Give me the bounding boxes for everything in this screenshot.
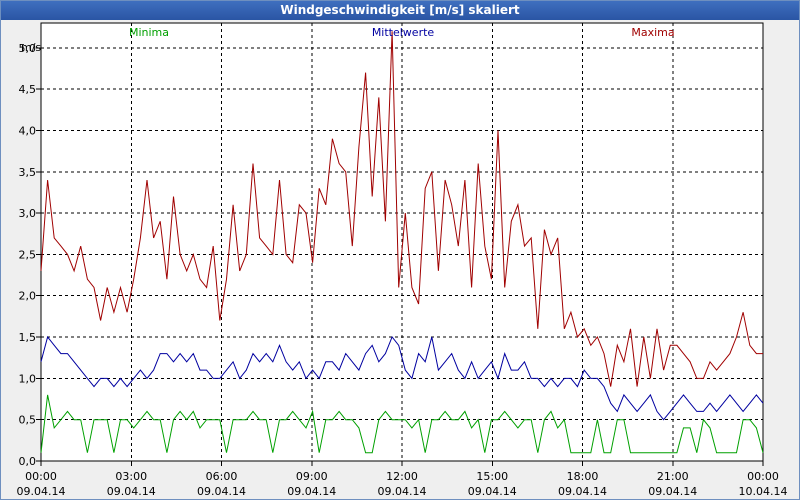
series-line-maxima [40, 31, 763, 387]
x-tick-date: 09.04.14 [468, 485, 517, 498]
y-tick-label: 5,0 [19, 42, 37, 55]
series-lines [40, 31, 764, 454]
x-tick-time: 03:00 [115, 470, 147, 483]
x-tick-date: 09.04.14 [107, 485, 156, 498]
y-tick-label: 1,5 [19, 331, 37, 344]
y-tick-label: 0,5 [19, 414, 37, 427]
x-axis: 00:00 09.04.14 03:00 09.04.14 06:00 09.04.14 0… [17, 461, 788, 498]
x-tick-time: 21:00 [657, 470, 689, 483]
legend-mittelwerte: Mittelwerte [372, 26, 435, 39]
x-tick-time: 12:00 [386, 470, 418, 483]
y-tick-label: 4,5 [19, 83, 37, 96]
legend: Minima Mittelwerte Maxima [129, 26, 675, 39]
y-tick-label: 4,0 [19, 124, 37, 137]
x-tick-time: 15:00 [476, 470, 508, 483]
y-tick-label: 3,0 [19, 207, 37, 220]
x-tick-date: 09.04.14 [197, 485, 246, 498]
y-tick-label: 2,0 [19, 290, 37, 303]
y-tick-label: 0,0 [19, 455, 37, 468]
x-tick-time: 09:00 [296, 470, 328, 483]
x-tick-date: 09.04.14 [648, 485, 697, 498]
y-tick-label: 1,0 [19, 372, 37, 385]
x-tick-date: 10.04.14 [739, 485, 788, 498]
legend-maxima: Maxima [631, 26, 674, 39]
x-tick-date: 09.04.14 [17, 485, 66, 498]
window-title: Windgeschwindigkeit [m/s] skaliert [1, 1, 799, 20]
x-tick-date: 09.04.14 [378, 485, 427, 498]
y-axis: m/s 0,0 0,5 1,0 1,5 2,0 2,5 3,0 3,5 4,0 4,5 5,0 [19, 41, 42, 468]
x-tick-time: 00:00 [25, 470, 57, 483]
series-line-mittelwerte [40, 335, 764, 421]
x-tick-time: 18:00 [567, 470, 599, 483]
y-tick-label: 2,5 [19, 248, 37, 261]
legend-minima: Minima [129, 26, 169, 39]
y-tick-label: 3,5 [19, 166, 37, 179]
x-tick-date: 09.04.14 [287, 485, 336, 498]
series-line-minima [40, 394, 764, 454]
grid [41, 23, 763, 462]
y-axis-label: m/s [21, 41, 41, 54]
x-tick-date: 09.04.14 [558, 485, 607, 498]
x-tick-time: 06:00 [206, 470, 238, 483]
x-tick-time: 00:00 [747, 470, 779, 483]
